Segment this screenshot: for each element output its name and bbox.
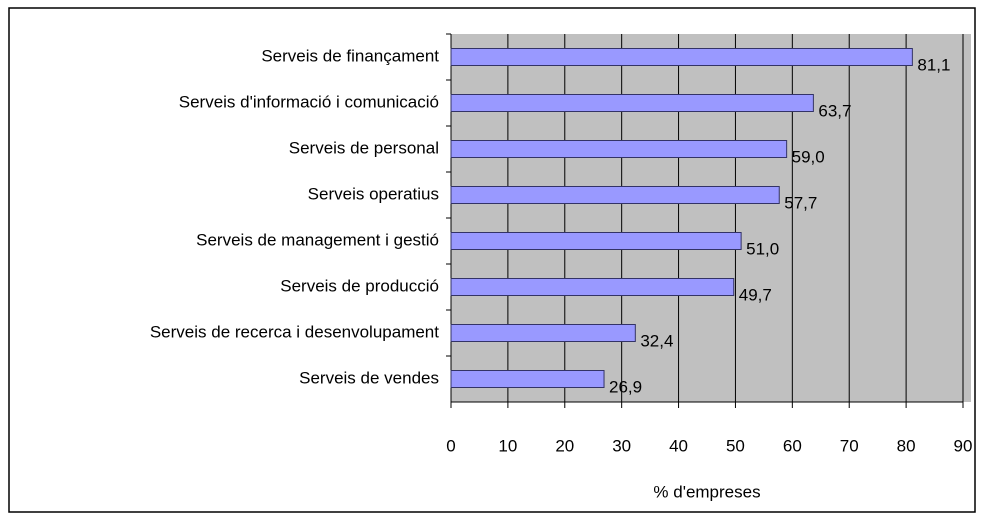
x-axis-label: % d'empreses	[653, 482, 760, 501]
y-tick-label: Serveis operatius	[308, 184, 439, 203]
value-label: 32,4	[640, 331, 673, 350]
x-tick-label: 50	[726, 436, 745, 455]
bar	[450, 94, 814, 112]
value-label: 26,9	[609, 377, 642, 396]
x-tick-label: 60	[783, 436, 802, 455]
y-tick-label: Serveis d'informació i comunicació	[179, 92, 439, 111]
bar	[450, 140, 788, 158]
value-label: 63,7	[818, 101, 851, 120]
x-tick-label: 10	[498, 436, 517, 455]
value-label: 59,0	[792, 147, 825, 166]
y-tick-label: Serveis de vendes	[299, 368, 439, 387]
value-label: 51,0	[746, 239, 779, 258]
value-label: 57,7	[784, 193, 817, 212]
plot-area	[451, 34, 971, 402]
x-tick-label: 80	[897, 436, 916, 455]
bar	[450, 324, 636, 342]
bar	[450, 186, 780, 204]
x-tick-label: 70	[840, 436, 859, 455]
bar	[450, 48, 913, 66]
x-tick-label: 90	[954, 436, 973, 455]
bar	[450, 278, 735, 296]
x-tick-label: 30	[612, 436, 631, 455]
x-tick-label: 40	[669, 436, 688, 455]
y-tick-label: Serveis de finançament	[261, 46, 439, 65]
y-tick-label: Serveis de personal	[289, 138, 439, 157]
y-tick-label: Serveis de management i gestió	[196, 230, 439, 249]
x-tick-label: 20	[555, 436, 574, 455]
value-label: 81,1	[917, 55, 950, 74]
bar	[450, 370, 605, 388]
x-tick-label: 0	[446, 436, 455, 455]
y-tick-label: Serveis de producció	[280, 276, 439, 295]
y-tick-label: Serveis de recerca i desenvolupament	[150, 322, 439, 341]
value-label: 49,7	[739, 285, 772, 304]
bar	[450, 232, 742, 250]
